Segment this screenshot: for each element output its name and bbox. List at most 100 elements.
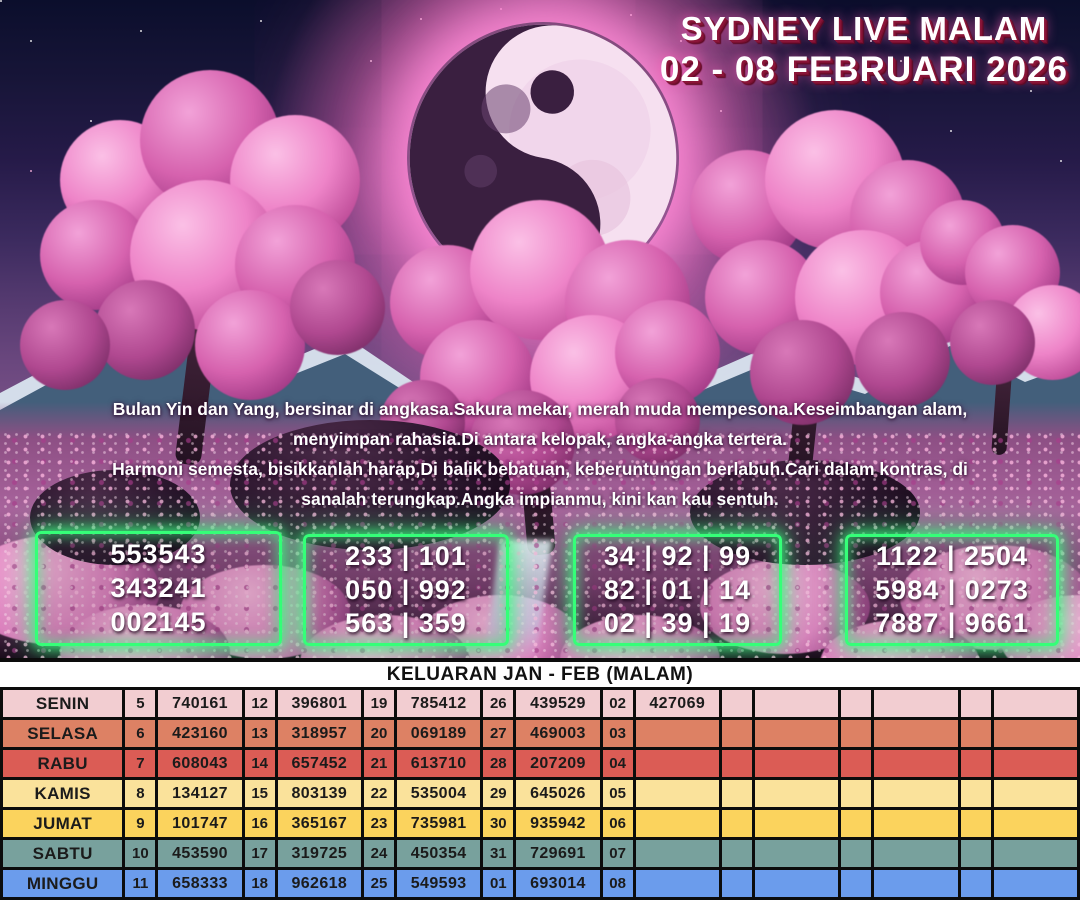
result-cell <box>990 807 1080 840</box>
prediction-line: 233 | 101 <box>345 541 467 572</box>
prediction-box-3: 34 | 92 | 99 82 | 01 | 14 02 | 39 | 19 <box>573 534 782 646</box>
date-cell <box>957 867 994 900</box>
date-cell <box>838 837 875 870</box>
prediction-box-2: 233 | 101 050 | 992 563 | 359 <box>303 534 509 646</box>
result-cell: 658333 <box>155 867 245 900</box>
day-cell: JUMAT <box>0 807 126 840</box>
results-table: SENIN 5 740161 12 396801 19 785412 26 439529 02 42… <box>0 687 1080 900</box>
result-cell <box>632 807 722 840</box>
date-cell: 01 <box>480 867 517 900</box>
result-cell <box>751 837 842 870</box>
prediction-line: 343241 <box>110 573 207 603</box>
sakura-blob <box>95 280 195 380</box>
date-cell <box>718 717 755 750</box>
result-cell <box>871 867 961 900</box>
day-cell: KAMIS <box>0 777 126 810</box>
date-cell <box>838 777 875 810</box>
sakura-blob <box>750 320 855 425</box>
result-cell <box>751 747 842 780</box>
date-cell: 08 <box>599 867 636 900</box>
date-cell: 20 <box>360 717 398 750</box>
date-cell <box>957 837 994 870</box>
day-cell: SENIN <box>0 687 126 720</box>
result-cell <box>990 687 1080 720</box>
result-cell <box>632 867 722 900</box>
result-cell <box>990 747 1080 780</box>
result-cell: 935942 <box>513 807 603 840</box>
poem: Bulan Yin dan Yang, bersinar di angkasa.… <box>0 394 1080 514</box>
sakura-blob <box>950 300 1035 385</box>
sakura-blob <box>290 260 385 355</box>
result-cell: 450354 <box>394 837 484 870</box>
date-cell: 6 <box>122 717 159 750</box>
prediction-line: 563 | 359 <box>345 607 467 638</box>
table-row: MINGGU 11 658333 18 962618 25 549593 01 693014 08 <box>0 867 1080 900</box>
result-cell: 608043 <box>155 747 245 780</box>
result-cell <box>990 837 1080 870</box>
result-cell: 319725 <box>274 837 364 870</box>
table-row: KAMIS 8 134127 15 803139 22 535004 29 645026 05 <box>0 777 1080 810</box>
result-cell: 549593 <box>394 867 484 900</box>
date-cell <box>838 807 875 840</box>
result-cell <box>751 687 842 720</box>
prediction-line: 34 | 92 | 99 <box>603 541 752 572</box>
date-cell: 04 <box>599 747 636 780</box>
date-cell: 07 <box>599 837 636 870</box>
date-cell: 30 <box>480 807 517 840</box>
title-line-2: 02 - 08 FEBRUARI 2026 <box>659 49 1068 89</box>
date-cell: 21 <box>360 747 398 780</box>
result-cell: 439529 <box>513 687 603 720</box>
date-cell: 06 <box>599 807 636 840</box>
result-cell: 134127 <box>155 777 245 810</box>
result-cell: 318957 <box>274 717 364 750</box>
prediction-line: 553543 <box>110 539 207 569</box>
date-cell <box>718 747 755 780</box>
result-cell <box>871 777 961 810</box>
result-cell <box>871 717 961 750</box>
date-cell <box>718 687 755 720</box>
sakura-blob <box>195 290 305 400</box>
poem-line: Bulan Yin dan Yang, bersinar di angkasa.… <box>112 399 968 419</box>
date-cell: 27 <box>480 717 517 750</box>
table-row: SELASA 6 423160 13 318957 20 069189 27 469003 03 <box>0 717 1080 750</box>
date-cell: 9 <box>122 807 159 840</box>
date-cell: 18 <box>241 867 278 900</box>
date-cell: 19 <box>360 687 398 720</box>
date-cell <box>718 837 755 870</box>
prediction-line: 02 | 39 | 19 <box>603 607 752 638</box>
date-cell <box>957 777 994 810</box>
date-cell: 17 <box>241 837 278 870</box>
date-cell: 03 <box>599 717 636 750</box>
date-cell <box>957 807 994 840</box>
page-title: SYDNEY LIVE MALAM 02 - 08 FEBRUARI 2026 <box>660 10 1068 90</box>
prediction-line: 5984 | 0273 <box>875 574 1029 605</box>
date-cell: 22 <box>360 777 398 810</box>
result-cell <box>751 807 842 840</box>
prediction-box-4: 1122 | 2504 5984 | 0273 7887 | 9661 <box>845 534 1059 646</box>
result-cell: 365167 <box>274 807 364 840</box>
result-cell <box>632 777 722 810</box>
table-row: JUMAT 9 101747 16 365167 23 735981 30 935942 06 <box>0 807 1080 840</box>
result-cell: 962618 <box>274 867 364 900</box>
result-cell <box>990 867 1080 900</box>
result-cell: 729691 <box>513 837 603 870</box>
date-cell: 11 <box>122 867 159 900</box>
day-cell: SABTU <box>0 837 126 870</box>
result-cell <box>751 717 842 750</box>
date-cell: 13 <box>241 717 278 750</box>
result-cell: 396801 <box>274 687 364 720</box>
results-table-body: SENIN 5 740161 12 396801 19 785412 26 439529 02 42… <box>0 687 1080 900</box>
result-cell: 693014 <box>513 867 603 900</box>
result-cell <box>871 687 961 720</box>
date-cell: 28 <box>480 747 517 780</box>
date-cell: 05 <box>599 777 636 810</box>
result-cell: 657452 <box>274 747 364 780</box>
date-cell: 8 <box>122 777 159 810</box>
date-cell: 12 <box>241 687 278 720</box>
prediction-line: 82 | 01 | 14 <box>603 574 752 605</box>
date-cell <box>957 717 994 750</box>
date-cell: 5 <box>122 687 159 720</box>
prediction-box-1: 553543 343241 002145 <box>35 531 282 646</box>
date-cell <box>718 777 755 810</box>
